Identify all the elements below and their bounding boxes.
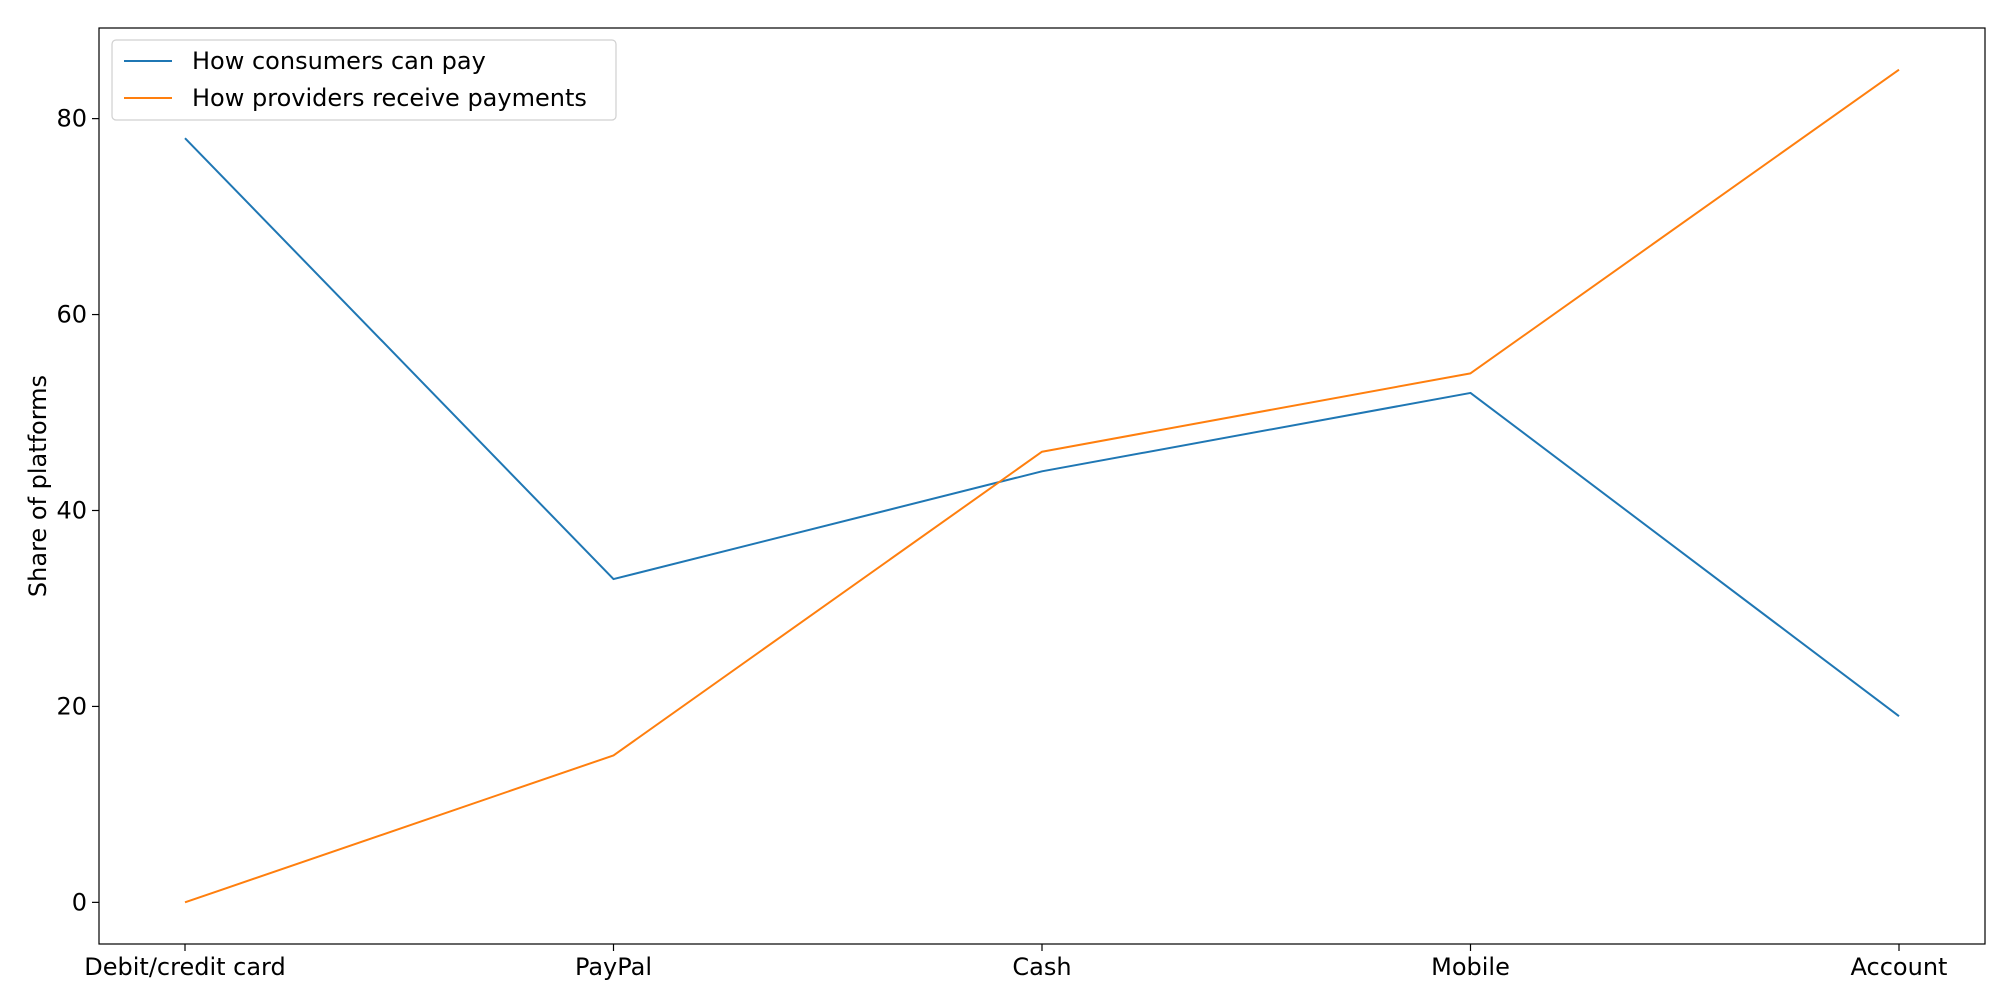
y-tick-label: 60 bbox=[56, 301, 87, 329]
x-tick-label: PayPal bbox=[575, 953, 652, 981]
y-tick-label: 40 bbox=[56, 496, 87, 524]
legend: How consumers can pay How providers recei… bbox=[111, 39, 617, 121]
x-tick-label: Debit/credit card bbox=[84, 953, 285, 981]
x-tick-label: Cash bbox=[1012, 953, 1071, 981]
legend-label: How providers receive payments bbox=[192, 84, 587, 112]
series-line-1 bbox=[184, 137, 1900, 718]
y-tick-label: 20 bbox=[56, 692, 87, 720]
y-tick-label: 0 bbox=[72, 888, 87, 916]
x-tick-label: Mobile bbox=[1431, 953, 1510, 981]
y-axis-label: Share of platforms bbox=[24, 375, 52, 597]
y-axis-ticks: 0 20 40 60 80 bbox=[56, 105, 99, 916]
legend-box bbox=[111, 39, 617, 121]
x-tick-label: Account bbox=[1851, 953, 1948, 981]
y-tick-label: 80 bbox=[56, 105, 87, 133]
x-axis-ticks: Debit/credit card PayPal Cash Mobile Account bbox=[84, 944, 1947, 981]
legend-label: How consumers can pay bbox=[192, 47, 486, 75]
series-layer bbox=[184, 68, 1900, 904]
series-line-2 bbox=[184, 68, 1900, 904]
